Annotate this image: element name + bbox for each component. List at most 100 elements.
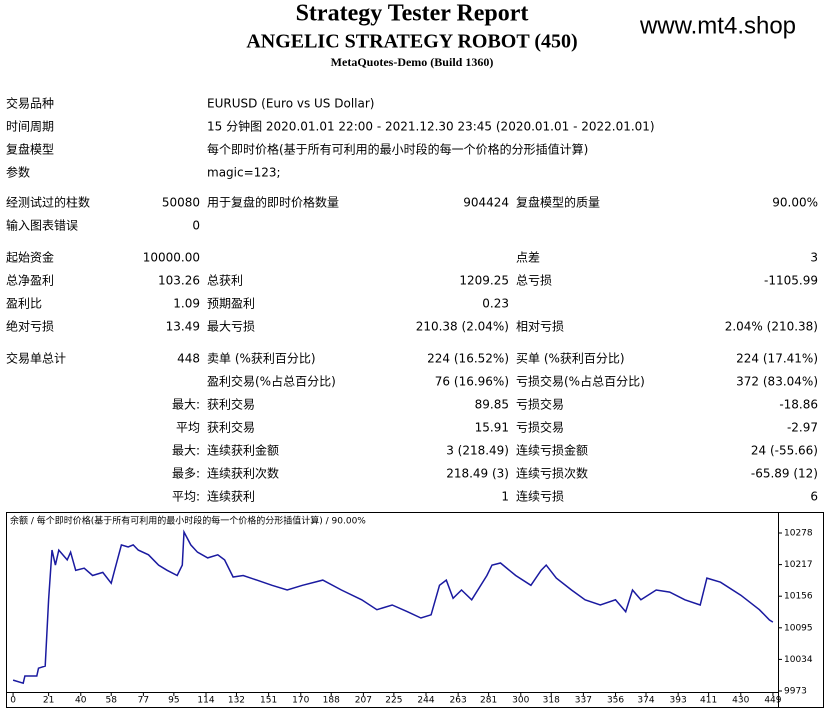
x-tick-label: 411 xyxy=(700,696,717,706)
field-value: 最多: xyxy=(172,467,200,481)
field-value: 224 (16.52%) xyxy=(427,352,509,366)
field-label: 连续获利次数 xyxy=(207,466,279,481)
field-label: 盈利比 xyxy=(6,297,42,311)
field-value: 50080 xyxy=(162,196,200,210)
field-value: 平均 xyxy=(176,421,200,435)
field-label: 用于复盘的即时价格数量 xyxy=(207,195,339,210)
field-value: 2.04% (210.38) xyxy=(725,320,818,334)
field-value: -2.97 xyxy=(787,421,818,435)
field-value: -65.89 (12) xyxy=(751,467,818,481)
y-tick-label: 10156 xyxy=(784,592,813,602)
x-tick-label: 318 xyxy=(543,696,560,706)
field-label: 最大亏损 xyxy=(207,320,255,334)
field-value: 3 (218.49) xyxy=(446,444,509,458)
field-value: 0 xyxy=(192,219,200,233)
field-label: 盈利交易(%占总百分比) xyxy=(207,374,336,389)
x-tick-label: 374 xyxy=(637,696,654,706)
field-label: 经测试过的柱数 xyxy=(6,195,90,210)
x-tick-label: 0 xyxy=(10,696,16,706)
field-label: 交易品种 xyxy=(6,96,54,111)
field-value: 10000.00 xyxy=(143,251,200,265)
field-value: 1 xyxy=(501,490,509,504)
x-tick-label: 244 xyxy=(417,696,434,706)
x-tick-label: 58 xyxy=(106,696,118,706)
field-value: 0.23 xyxy=(482,297,509,311)
field-value: 210.38 (2.04%) xyxy=(416,320,509,334)
x-tick-label: 300 xyxy=(512,696,529,706)
field-value: 13.49 xyxy=(166,320,200,334)
y-tick-label: 9973 xyxy=(784,687,807,697)
field-value: 90.00% xyxy=(772,196,818,210)
field-label: 复盘模型 xyxy=(6,142,54,157)
build-info: MetaQuotes-Demo (Build 1360) xyxy=(331,55,494,69)
field-value: 最大: xyxy=(172,444,200,458)
x-tick-label: 337 xyxy=(575,696,592,706)
x-tick-label: 263 xyxy=(450,696,467,706)
field-label: 连续获利金额 xyxy=(207,443,279,458)
field-label: 15 分钟图 2020.01.01 22:00 - 2021.12.30 23:… xyxy=(207,119,655,134)
x-tick-label: 151 xyxy=(260,696,277,706)
field-label: 获利交易 xyxy=(207,420,255,435)
x-tick-label: 449 xyxy=(764,696,781,706)
x-tick-label: 207 xyxy=(355,696,372,706)
report-title: Strategy Tester Report xyxy=(296,1,529,27)
field-value: 89.85 xyxy=(475,398,509,412)
y-tick-label: 10034 xyxy=(784,655,813,665)
field-label: 每个即时价格(基于所有可利用的最小时段的每一个价格的分形插值计算) xyxy=(207,142,588,157)
field-value: 1.09 xyxy=(173,297,200,311)
x-tick-label: 225 xyxy=(385,696,402,706)
field-label: 亏损交易 xyxy=(516,397,564,412)
y-tick-label: 10095 xyxy=(784,623,813,633)
field-value: 24 (-55.66) xyxy=(751,444,818,458)
field-label: 点差 xyxy=(516,251,540,265)
x-tick-label: 170 xyxy=(292,696,309,706)
field-value: 6 xyxy=(810,490,818,504)
field-label: 亏损交易(%占总百分比) xyxy=(516,374,645,389)
site-url: www.mt4.shop xyxy=(639,12,796,39)
report-subtitle: ANGELIC STRATEGY ROBOT (450) xyxy=(246,31,577,53)
field-label: 起始资金 xyxy=(6,250,54,265)
x-tick-label: 393 xyxy=(670,696,687,706)
balance-line xyxy=(12,529,774,685)
field-label: 时间周期 xyxy=(6,120,54,134)
field-value: -1105.99 xyxy=(764,274,818,288)
field-label: magic=123; xyxy=(207,166,281,180)
field-label: 复盘模型的质量 xyxy=(516,195,600,210)
field-value: -18.86 xyxy=(779,398,818,412)
field-label: 获利交易 xyxy=(207,397,255,412)
field-value: 904424 xyxy=(463,196,509,210)
field-value: 372 (83.04%) xyxy=(736,375,818,389)
field-value: 224 (17.41%) xyxy=(736,352,818,366)
x-tick-label: 95 xyxy=(168,696,179,706)
field-value: 76 (16.96%) xyxy=(435,375,509,389)
x-tick-label: 114 xyxy=(197,696,214,706)
field-label: 连续亏损 xyxy=(516,489,564,504)
field-label: 交易单总计 xyxy=(6,351,66,366)
field-label: 输入图表错误 xyxy=(6,218,78,233)
field-label: 绝对亏损 xyxy=(6,319,54,334)
x-tick-label: 430 xyxy=(732,696,749,706)
field-label: 卖单 (%获利百分比) xyxy=(207,352,316,366)
field-label: 总净盈利 xyxy=(6,274,54,288)
x-tick-label: 77 xyxy=(138,696,149,706)
field-value: 1209.25 xyxy=(459,274,509,288)
field-value: 15.91 xyxy=(475,421,509,435)
y-tick-label: 10278 xyxy=(784,529,813,539)
x-tick-label: 188 xyxy=(323,696,340,706)
field-label: 总获利 xyxy=(207,274,243,288)
field-label: EURUSD (Euro vs US Dollar) xyxy=(207,97,374,111)
chart-frame xyxy=(6,512,824,708)
field-label: 总亏损 xyxy=(516,274,552,288)
x-tick-label: 21 xyxy=(43,696,54,706)
field-label: 连续获利 xyxy=(207,489,255,504)
x-tick-label: 132 xyxy=(228,696,245,706)
field-label: 相对亏损 xyxy=(516,320,564,334)
field-value: 最大: xyxy=(172,398,200,412)
field-value: 218.49 (3) xyxy=(446,467,509,481)
field-label: 连续亏损金额 xyxy=(516,443,588,458)
field-label: 预期盈利 xyxy=(207,297,255,311)
chart-caption: 余额 / 每个即时价格(基于所有可利用的最小时段的每一个价格的分形插值计算) /… xyxy=(10,515,366,527)
y-tick-label: 10217 xyxy=(784,560,813,570)
